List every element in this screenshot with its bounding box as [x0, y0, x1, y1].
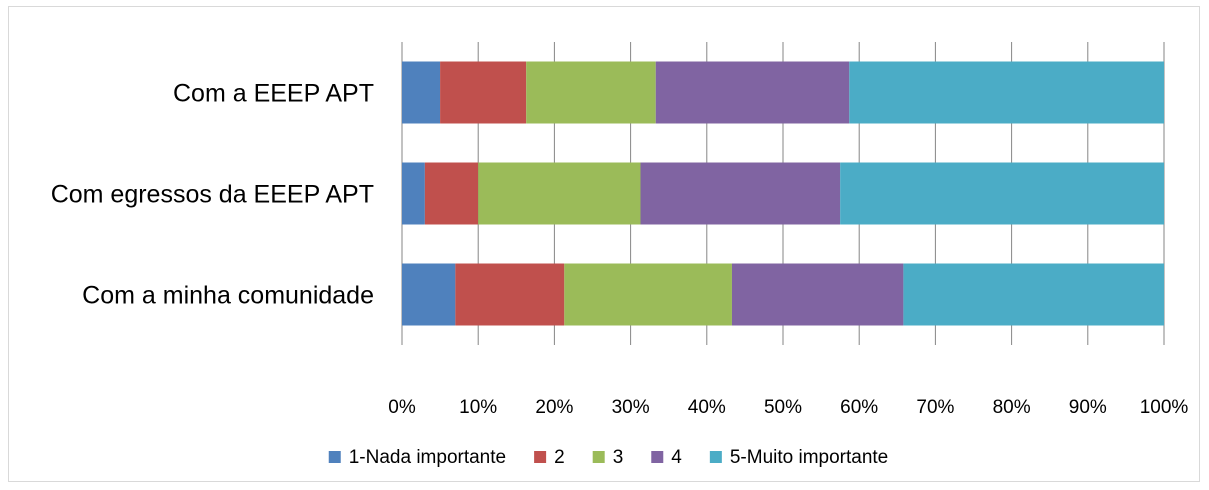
bar-segment — [655, 61, 850, 124]
legend-item: 4 — [651, 447, 682, 468]
x-tick-label: 0% — [388, 397, 416, 418]
legend-swatch — [534, 451, 547, 463]
legend-swatch — [328, 451, 341, 463]
x-tick-label: 100% — [1140, 397, 1189, 418]
legend-item: 1-Nada importante — [328, 447, 506, 468]
bars — [402, 61, 1164, 326]
bar-segment — [903, 263, 1164, 326]
legend-label: 4 — [671, 447, 682, 468]
category-label: Com egressos da EEEP APT — [51, 181, 374, 209]
legend-item: 2 — [534, 447, 565, 468]
category-label: Com a EEEP APT — [173, 80, 374, 108]
legend: 1-Nada importante 2 3 4 5-Muito importante — [328, 447, 888, 468]
bar-segment — [402, 162, 425, 225]
x-tick-label: 70% — [916, 397, 954, 418]
bar-segment — [455, 263, 565, 326]
x-tick-label: 60% — [840, 397, 878, 418]
x-tick-labels: 0% 10% 20% 30% 40% 50% 60% 70% 80% 90% 100% — [388, 397, 1188, 418]
legend-label: 1-Nada importante — [349, 447, 506, 468]
bar-segment — [478, 162, 641, 225]
bar-segment — [840, 162, 1164, 225]
bar-segment — [526, 61, 656, 124]
legend-item: 3 — [592, 447, 624, 468]
x-tick-label: 80% — [993, 397, 1031, 418]
x-tick-label: 40% — [688, 397, 726, 418]
x-tick-label: 50% — [764, 397, 802, 418]
bar-segment — [564, 263, 732, 326]
legend-item: 5-Muito importante — [709, 447, 888, 468]
bar-segment — [402, 61, 441, 124]
bar-segment — [849, 61, 1164, 124]
legend-swatch — [651, 451, 664, 463]
legend-swatch — [709, 451, 722, 463]
legend-label: 2 — [554, 447, 565, 468]
bar-segment — [640, 162, 841, 225]
x-tick-label: 90% — [1069, 397, 1107, 418]
legend-swatch — [592, 451, 605, 463]
legend-label: 3 — [613, 447, 624, 468]
bar-segment — [424, 162, 479, 225]
bar-segment — [731, 263, 904, 326]
x-tick-label: 10% — [459, 397, 497, 418]
category-label: Com a minha comunidade — [82, 282, 374, 310]
legend-label: 5-Muito importante — [730, 447, 888, 468]
category-labels: Com a EEEP APT Com egressos da EEEP APT Co… — [51, 80, 374, 310]
x-tick-label: 30% — [612, 397, 650, 418]
bar-segment — [402, 263, 456, 326]
x-tick-label: 20% — [535, 397, 573, 418]
bar-segment — [440, 61, 527, 124]
